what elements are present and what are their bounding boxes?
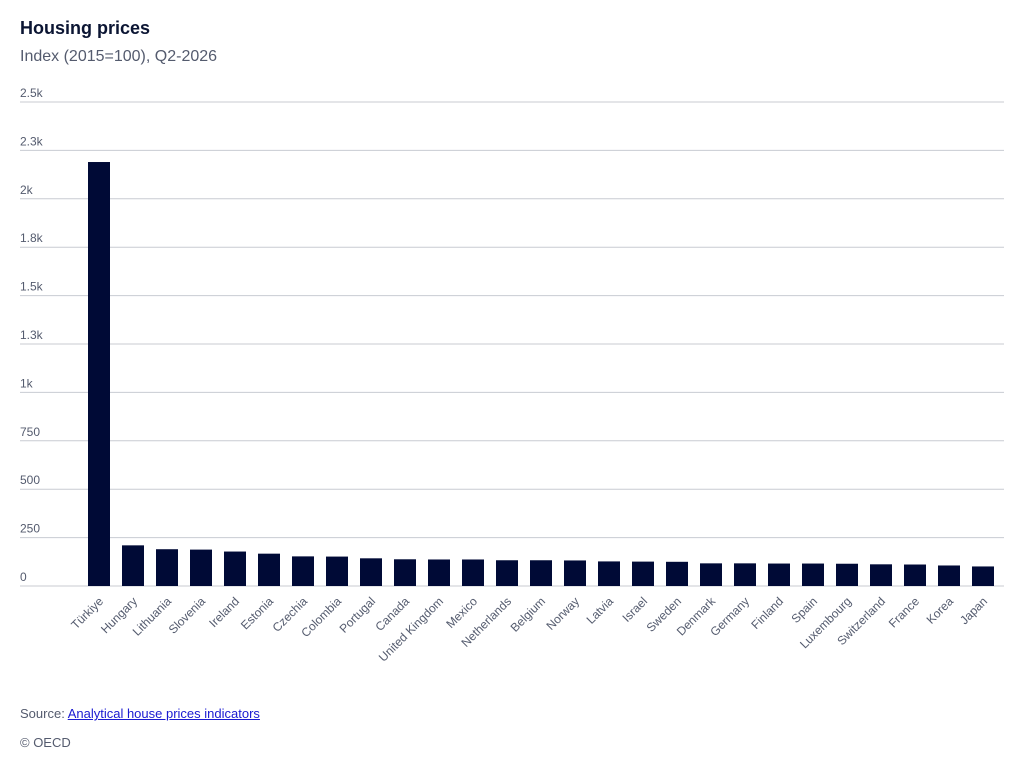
y-axis-ticks: 0 250 500 750 1k 1.3k 1.5k 1.8k 2k 2.3k 2.5k [20,86,44,584]
y-tick-label: 250 [20,522,40,536]
copyright: © OECD [20,735,71,750]
x-tick-label: Latvia [584,594,617,627]
bar-switzerland[interactable] [870,564,892,586]
y-tick-label: 0 [20,570,27,584]
bar-slovenia[interactable] [190,549,212,586]
y-tick-label: 1.3k [20,328,44,342]
bar-estonia[interactable] [258,553,280,586]
x-tick-label: Belgium [508,594,549,635]
y-tick-label: 2.3k [20,134,44,148]
bar-finland[interactable] [768,563,790,586]
x-tick-label: Slovenia [166,594,209,637]
bar-chart: 0 250 500 750 1k 1.3k 1.5k 1.8k 2k 2.3k 2.5k Türki… [20,86,1004,665]
y-tick-label: 750 [20,425,40,439]
x-tick-label: Portugal [337,594,379,636]
x-tick-label: Israel [619,594,650,625]
x-tick-label: Ireland [206,594,242,630]
bar-portugal[interactable] [360,558,382,586]
bar-denmark[interactable] [700,563,722,586]
y-tick-label: 2k [20,183,34,197]
y-tick-label: 500 [20,473,40,487]
bar-belgium[interactable] [530,560,552,586]
bar-lithuania[interactable] [156,549,178,586]
bar-ireland[interactable] [224,551,246,586]
gridlines [20,101,1004,587]
x-tick-label: Spain [789,594,821,626]
chart-title: Housing prices [20,18,151,38]
bar-latvia[interactable] [598,561,620,586]
y-tick-label: 2.5k [20,86,44,100]
bar-united-kingdom[interactable] [428,559,450,586]
bar-israel[interactable] [632,561,654,586]
bar-france[interactable] [904,564,926,586]
bar-sweden[interactable] [666,561,688,586]
y-tick-label: 1k [20,376,34,390]
bar-czechia[interactable] [292,556,314,586]
x-tick-label: Japan [957,594,990,627]
x-tick-label: France [886,594,923,631]
chart-subtitle: Index (2015=100), Q2-2026 [20,48,218,65]
bar-germany[interactable] [734,563,756,586]
source-line: Source: Analytical house prices indicato… [20,706,260,721]
source-prefix: Source: [20,706,68,721]
bar-netherlands[interactable] [496,560,518,586]
bars [88,162,994,587]
bar-canada[interactable] [394,559,416,586]
bar-korea[interactable] [938,565,960,586]
bar-luxembourg[interactable] [836,563,858,586]
bar-norway[interactable] [564,560,586,586]
x-tick-label: Korea [924,594,957,627]
x-axis-ticks: TürkiyeHungaryLithuaniaSloveniaIrelandEs… [68,594,990,665]
bar-t-rkiye[interactable] [88,162,110,587]
y-tick-label: 1.8k [20,231,44,245]
bar-spain[interactable] [802,563,824,586]
bar-japan[interactable] [972,566,994,586]
source-link[interactable]: Analytical house prices indicators [67,706,260,721]
bar-mexico[interactable] [462,559,484,586]
x-tick-label: Norway [543,594,582,633]
y-tick-label: 1.5k [20,280,44,294]
x-tick-label: Finland [748,594,786,632]
bar-colombia[interactable] [326,556,348,586]
bar-hungary[interactable] [122,545,144,586]
